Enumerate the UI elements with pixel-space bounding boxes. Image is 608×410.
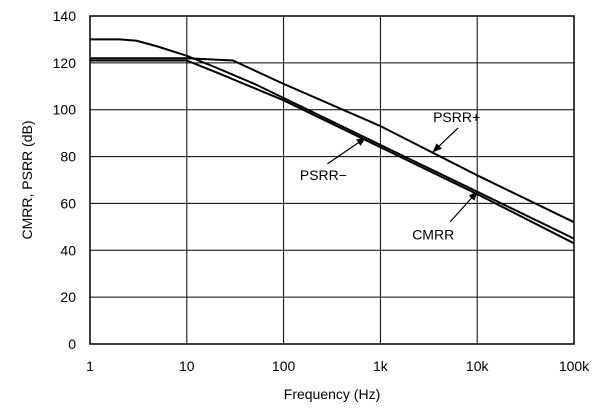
y-tick-label: 40 — [60, 242, 76, 258]
annotation-label-psrr-minus: PSRR− — [300, 167, 347, 183]
annotation-label-cmrr: CMRR — [412, 227, 454, 243]
y-tick-label: 80 — [60, 149, 76, 165]
x-tick-label: 10k — [466, 358, 490, 374]
x-tick-label: 1k — [373, 358, 389, 374]
x-tick-label: 10 — [179, 358, 195, 374]
x-tick-label: 100 — [272, 358, 296, 374]
annotation-arrow-psrr-minus — [327, 137, 367, 165]
plot-frame — [89, 15, 575, 345]
series-lines — [90, 38, 575, 245]
annotations: PSRR+ PSRR− CMRR — [300, 109, 480, 243]
y-tick-label: 20 — [60, 289, 76, 305]
x-tick-label: 100k — [559, 358, 590, 374]
y-tick-label: 60 — [60, 195, 76, 211]
series-line-cmrr — [90, 59, 575, 245]
y-tick-label: 0 — [68, 336, 76, 352]
x-tick-label: 1 — [86, 358, 94, 374]
series-line-psrr-minus — [90, 38, 575, 240]
series-line-psrr-plus — [90, 57, 575, 224]
tick-labels: 0 20 40 60 80 100 120 140 1 10 100 1k 10k 100k — [53, 8, 591, 374]
y-tick-label: 100 — [53, 102, 77, 118]
y-axis-label: CMRR, PSRR (dB) — [19, 120, 35, 239]
annotation-label-psrr-plus: PSRR+ — [433, 109, 480, 125]
y-tick-label: 140 — [53, 8, 77, 24]
x-axis-label: Frequency (Hz) — [284, 386, 380, 402]
y-tick-label: 120 — [53, 55, 77, 71]
annotation-arrow-cmrr — [449, 191, 478, 223]
annotation-arrow-psrr-plus — [432, 127, 459, 153]
